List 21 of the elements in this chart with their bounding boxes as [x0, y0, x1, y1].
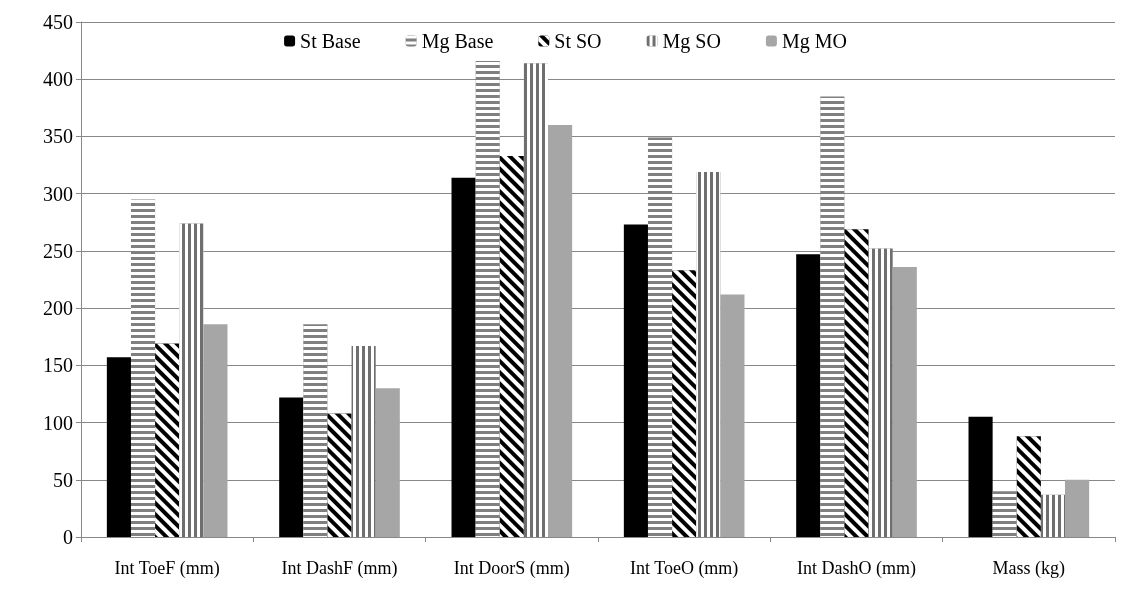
y-tick-label: 100	[43, 411, 73, 434]
legend-label: Mg SO	[662, 30, 721, 53]
y-tick-label: 350	[43, 125, 73, 148]
legend-label: Mg MO	[781, 30, 847, 53]
y-tick-label: 50	[53, 468, 73, 491]
legend-label: Mg Base	[421, 30, 494, 53]
y-tick-label: 450	[43, 11, 73, 33]
legend-label: St Base	[300, 30, 361, 52]
x-tick-label: Int DoorS (mm)	[453, 558, 570, 579]
x-tick-label: Int ToeF (mm)	[114, 558, 220, 579]
x-tick-label: Int ToeO (mm)	[629, 558, 739, 579]
x-tick-label: Int DashF (mm)	[281, 558, 398, 579]
y-tick-label: 200	[43, 297, 73, 320]
y-tick-label: 250	[43, 239, 73, 262]
y-tick-label: 400	[43, 68, 73, 91]
y-tick-label: 150	[43, 354, 73, 377]
x-tick-label: Mass (kg)	[992, 558, 1066, 579]
y-tick-label: 0	[63, 526, 73, 548]
legend-label: St SO	[554, 30, 602, 52]
y-tick-label: 300	[43, 182, 73, 205]
x-tick-label: Int DashO (mm)	[797, 558, 916, 579]
